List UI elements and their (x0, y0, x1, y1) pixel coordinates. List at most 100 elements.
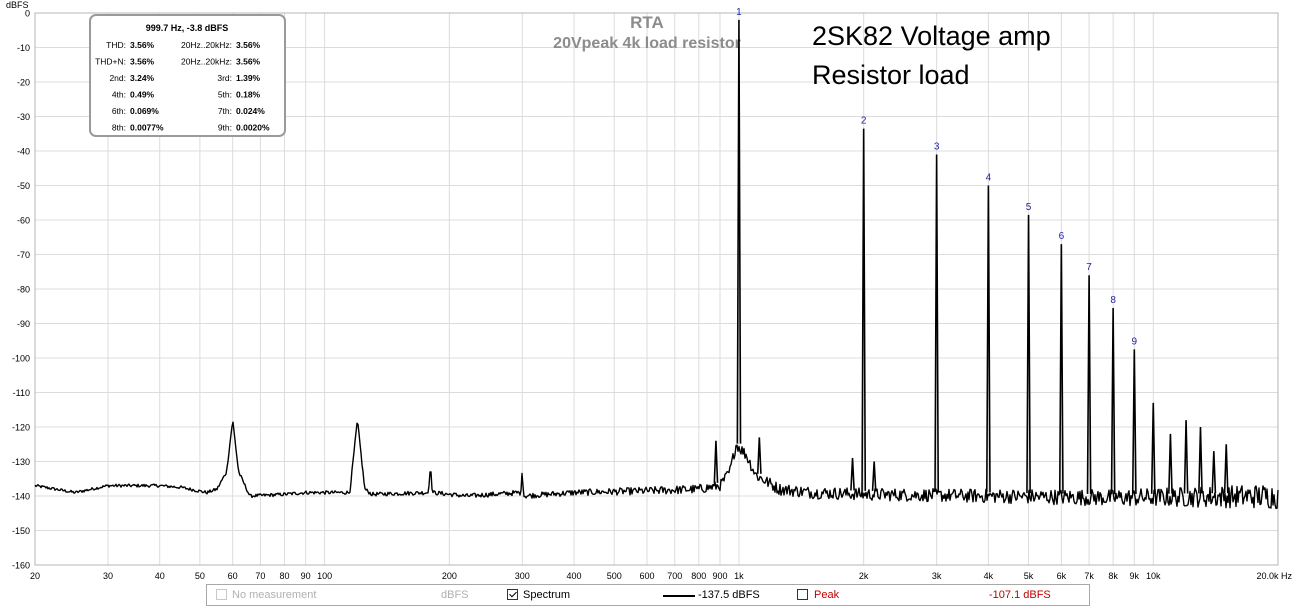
x-tick-label: 80 (279, 571, 289, 581)
spectrum-peak (850, 458, 855, 491)
distortion-heading: 999.7 Hz, -3.8 dBFS (146, 23, 229, 33)
harmonic-marker-label: 6 (1059, 231, 1065, 242)
distortion-row-label: 7th: (218, 106, 232, 116)
x-tick-label: 900 (712, 571, 727, 581)
y-tick-label: -150 (12, 526, 30, 536)
spectrum-peak (871, 461, 877, 492)
y-tick-label: -40 (17, 147, 30, 157)
x-tick-label: 4k (984, 571, 994, 581)
distortion-rows: THD: 3.56% 20Hz..20kHz: 3.56% THD+N: 3.56% 20H… (95, 40, 270, 133)
x-tick-label: 800 (691, 571, 706, 581)
x-tick-label: 100 (317, 571, 332, 581)
distortion-row-value: 1.39% (236, 73, 261, 83)
legend-bar: No measurement dBFS Spectrum -137.5 dBFS… (206, 584, 1090, 606)
y-axis-ticks: 0 -10 -20 -30 -40 -50 -60 -70 -80 -90 -100 -110 -120… (12, 9, 30, 571)
spectrum-peak (1150, 402, 1156, 494)
spectrum-peak (934, 154, 940, 492)
x-tick-label: 2k (859, 571, 869, 581)
y-tick-label: -70 (17, 250, 30, 260)
x-tick-label: 300 (515, 571, 530, 581)
harmonic-marker-label: 8 (1110, 295, 1116, 306)
harmonic-marker-label: 9 (1132, 336, 1138, 347)
y-tick-label: -90 (17, 319, 30, 329)
harmonic-marker-label: 1 (736, 7, 742, 18)
distortion-row-label: 4th: (112, 90, 126, 100)
harmonic-marker-label: 5 (1026, 202, 1032, 213)
spectrum-peak (713, 440, 719, 483)
spectrum-peak (1110, 307, 1116, 495)
y-tick-label: -60 (17, 216, 30, 226)
distortion-row-value: 0.0020% (236, 123, 270, 133)
rta-spectrum-chart: 0 -10 -20 -30 -40 -50 -60 -70 -80 -90 -100 -110 -120… (6, 0, 1292, 581)
legend-unit: dBFS (441, 589, 469, 601)
distortion-row-label: 20Hz..20kHz: (181, 40, 232, 50)
distortion-row-value: 3.56% (236, 40, 261, 50)
spectrum-peak (1086, 275, 1092, 494)
x-tick-label: 20.0k Hz (1256, 571, 1292, 581)
y-tick-label: -10 (17, 43, 30, 53)
spectrum-peak (1168, 433, 1173, 494)
x-tick-label: 7k (1084, 571, 1094, 581)
y-tick-label: -110 (13, 388, 30, 398)
spectrum-label: Spectrum (523, 589, 571, 601)
distortion-row-value: 0.0077% (130, 123, 164, 133)
x-tick-label: 500 (607, 571, 622, 581)
distortion-row-label: THD: (106, 40, 126, 50)
distortion-row-label: THD+N: (95, 57, 126, 67)
no-measurement-checkbox[interactable] (216, 589, 227, 600)
x-tick-label: 70 (255, 571, 265, 581)
spectrum-checkbox[interactable] (507, 589, 518, 600)
y-tick-label: 0 (25, 9, 30, 19)
y-tick-label: -20 (17, 78, 30, 88)
annotation-line-1: 2SK82 Voltage amp (812, 21, 1051, 51)
spectrum-peak (756, 437, 762, 474)
distortion-summary-box[interactable]: 999.7 Hz, -3.8 dBFS THD: 3.56% 20Hz..20kHz… (89, 14, 286, 137)
x-tick-label: 50 (195, 571, 205, 581)
peak-label: Peak (814, 589, 840, 601)
x-tick-label: 600 (640, 571, 655, 581)
x-tick-label: 1k (734, 571, 744, 581)
y-tick-label: -30 (17, 112, 30, 122)
distortion-row-value: 3.56% (130, 57, 155, 67)
harmonic-peaks (713, 19, 1229, 495)
spectrum-value: -137.5 dBFS (698, 589, 760, 601)
chart-subtitle: 20Vpeak 4k load resistor (553, 35, 741, 52)
harmonic-marker-label: 3 (934, 141, 940, 152)
x-tick-label: 3k (932, 571, 942, 581)
spectrum-peak (1058, 244, 1064, 494)
x-tick-label: 40 (155, 571, 165, 581)
peak-checkbox[interactable] (797, 589, 808, 600)
distortion-row-label: 2nd: (109, 73, 126, 83)
distortion-row-label: 3rd: (217, 73, 232, 83)
distortion-row-value: 3.24% (130, 73, 155, 83)
distortion-row-label: 8th: (112, 123, 126, 133)
y-tick-label: -120 (12, 423, 30, 433)
harmonic-markers: 1 2 3 4 5 6 7 8 9 (736, 7, 1137, 347)
distortion-row-value: 3.56% (236, 57, 261, 67)
x-tick-label: 20 (30, 571, 40, 581)
no-measurement-label: No measurement (232, 589, 317, 601)
distortion-row-label: 9th: (218, 123, 232, 133)
x-tick-label: 6k (1057, 571, 1067, 581)
y-tick-label: -100 (12, 354, 30, 364)
distortion-row-value: 0.024% (236, 106, 265, 116)
x-tick-label: 700 (667, 571, 682, 581)
spectrum-peak (985, 185, 991, 493)
x-tick-label: 8k (1108, 571, 1118, 581)
x-tick-label: 30 (103, 571, 113, 581)
harmonic-marker-label: 2 (861, 116, 867, 127)
y-tick-label: -130 (12, 457, 30, 467)
harmonic-marker-label: 7 (1086, 262, 1092, 273)
distortion-row-value: 0.069% (130, 106, 159, 116)
harmonic-marker-label: 4 (986, 173, 992, 184)
spectrum-peak (1131, 349, 1137, 495)
y-tick-label: -140 (12, 492, 30, 502)
x-tick-label: 5k (1024, 571, 1034, 581)
distortion-row-value: 0.18% (236, 90, 261, 100)
peak-value: -107.1 dBFS (989, 589, 1051, 601)
spectrum-peak (1223, 444, 1229, 494)
spectrum-line-swatch (663, 595, 695, 597)
grid (34, 12, 1279, 566)
chart-title: RTA (630, 13, 664, 32)
x-tick-label: 9k (1130, 571, 1140, 581)
